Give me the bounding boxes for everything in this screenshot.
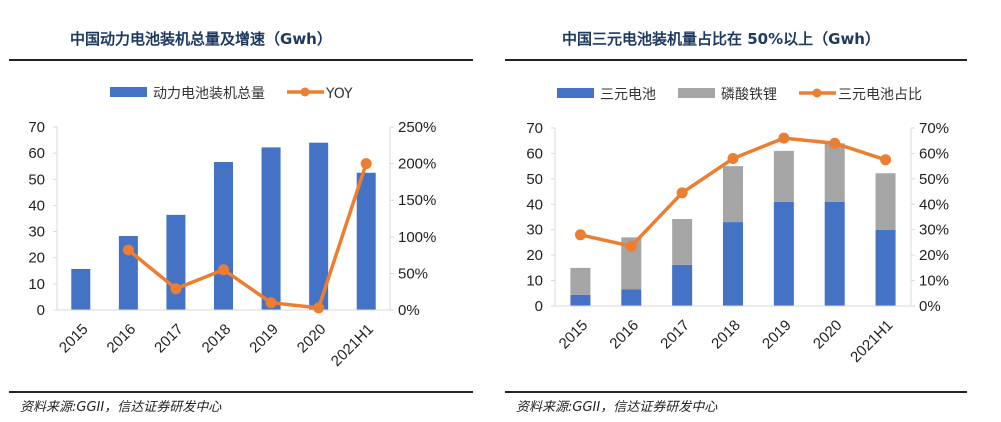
y2-tick-label: 250% xyxy=(398,119,436,136)
bar-三元电池 xyxy=(621,289,642,306)
legend-swatch xyxy=(110,87,147,97)
bar-磷酸铁锂 xyxy=(570,267,591,295)
x-tick-label: 2017 xyxy=(657,317,693,353)
y2-tick-label: 50% xyxy=(919,171,949,188)
y-tick-label: 30 xyxy=(526,222,543,239)
chart-title-right: 中国三元电池装机量占比在 50%以上（Gwh） xyxy=(562,30,880,48)
legend-swatch xyxy=(557,88,594,98)
bar-动力电池装机总量 xyxy=(71,268,91,310)
bar-三元电池 xyxy=(723,222,743,306)
y-tick-label: 40 xyxy=(28,197,45,214)
legend-label: 三元电池 xyxy=(600,87,656,103)
point-YOY xyxy=(170,283,182,295)
y-tick-label: 60 xyxy=(526,145,543,162)
bar-三元电池 xyxy=(875,229,896,306)
bar-磷酸铁锂 xyxy=(723,166,743,223)
y-tick-label: 20 xyxy=(28,250,45,267)
bar-磷酸铁锂 xyxy=(824,143,845,202)
y-tick-label: 50 xyxy=(28,171,45,188)
divider xyxy=(9,59,473,61)
point-YOY xyxy=(265,297,277,309)
y-tick-label: 40 xyxy=(526,196,543,213)
point-YOY xyxy=(360,158,372,170)
legend-swatch xyxy=(678,88,715,98)
bar-磷酸铁锂 xyxy=(621,237,642,290)
legend-label: YOY xyxy=(325,86,353,102)
y-tick-label: 0 xyxy=(535,298,543,315)
point-三元电池占比 xyxy=(727,153,739,165)
y2-tick-label: 50% xyxy=(398,265,428,282)
point-三元电池占比 xyxy=(574,229,586,241)
x-tick-label: 2017 xyxy=(151,321,187,357)
bar-动力电池装机总量 xyxy=(166,214,186,310)
y-tick-label: 70 xyxy=(526,120,543,137)
point-YOY xyxy=(313,302,325,314)
y2-tick-label: 0% xyxy=(398,302,420,319)
legend-label: 动力电池装机总量 xyxy=(153,86,265,102)
x-tick-label: 2021H1 xyxy=(847,317,896,366)
y2-tick-label: 200% xyxy=(398,156,436,173)
divider xyxy=(505,59,967,61)
bar-动力电池装机总量 xyxy=(309,142,329,310)
y-tick-label: 0 xyxy=(37,302,45,319)
legend-label: 磷酸铁锂 xyxy=(721,87,777,103)
bar-磷酸铁锂 xyxy=(875,173,896,230)
bar-动力电池装机总量 xyxy=(261,147,281,310)
point-三元电池占比 xyxy=(829,137,841,149)
bar-动力电池装机总量 xyxy=(214,162,233,310)
x-tick-label: 2016 xyxy=(606,317,642,353)
x-tick-label: 2018 xyxy=(199,321,235,357)
chart-title-left: 中国动力电池装机总量及增速（Gwh） xyxy=(70,30,332,48)
x-tick-label: 2020 xyxy=(294,321,330,357)
y2-tick-label: 20% xyxy=(919,247,949,264)
divider xyxy=(9,391,473,393)
point-YOY xyxy=(122,244,134,256)
y-tick-label: 20 xyxy=(526,247,543,264)
y2-tick-label: 40% xyxy=(919,196,949,213)
x-tick-label: 2015 xyxy=(56,321,92,357)
x-tick-label: 2019 xyxy=(246,321,282,357)
y2-tick-label: 100% xyxy=(398,229,436,246)
y2-tick-label: 10% xyxy=(919,273,949,290)
x-tick-label: 2020 xyxy=(810,317,846,353)
bar-磷酸铁锂 xyxy=(672,219,693,265)
y2-tick-label: 60% xyxy=(919,145,949,162)
bar-三元电池 xyxy=(773,201,794,306)
source-note-right: 资料来源:GGII，信达证券研发中心 xyxy=(516,400,718,415)
line-YOY xyxy=(127,163,368,310)
y2-tick-label: 150% xyxy=(398,192,436,209)
y-tick-label: 10 xyxy=(526,273,543,290)
y2-tick-label: 0% xyxy=(919,298,941,315)
y-tick-label: 50 xyxy=(526,171,543,188)
point-三元电池占比 xyxy=(676,187,688,199)
y-tick-label: 70 xyxy=(28,119,45,136)
y2-tick-label: 30% xyxy=(919,222,949,239)
x-tick-label: 2015 xyxy=(556,317,592,353)
y-tick-label: 10 xyxy=(28,276,45,293)
bar-三元电池 xyxy=(672,264,693,306)
y2-tick-label: 70% xyxy=(919,120,949,137)
source-note-left: 资料来源:GGII，信达证券研发中心 xyxy=(20,400,222,415)
bar-磷酸铁锂 xyxy=(773,150,794,202)
x-tick-label: 2019 xyxy=(759,317,795,353)
x-tick-label: 2021H1 xyxy=(328,321,377,370)
point-三元电池占比 xyxy=(880,154,892,166)
divider xyxy=(505,391,967,393)
legend-marker xyxy=(300,87,310,97)
bar-三元电池 xyxy=(824,201,845,306)
legend-label: 三元电池占比 xyxy=(838,87,922,103)
bar-三元电池 xyxy=(570,294,591,306)
y-tick-label: 30 xyxy=(28,224,45,241)
point-三元电池占比 xyxy=(625,240,637,252)
point-三元电池占比 xyxy=(778,132,790,144)
point-YOY xyxy=(218,264,229,276)
x-tick-label: 2018 xyxy=(708,317,744,353)
y-tick-label: 60 xyxy=(28,145,45,162)
bar-动力电池装机总量 xyxy=(356,172,376,310)
x-tick-label: 2016 xyxy=(104,321,140,357)
legend-marker xyxy=(812,88,822,98)
